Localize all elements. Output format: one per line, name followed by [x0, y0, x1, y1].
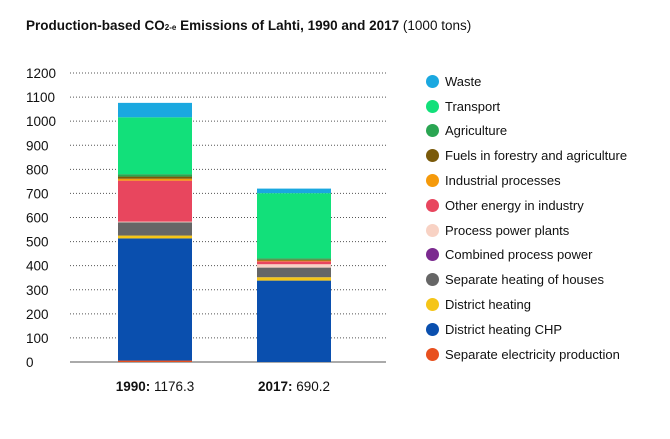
y-tick-label: 1200: [26, 66, 56, 81]
legend-label: Agriculture: [445, 123, 508, 139]
bar-segment-1990-separate-heating-of-houses: [118, 222, 192, 236]
bar-segment-1990-district-heating-chp: [118, 238, 192, 361]
bar-segment-2017-district-heating: [257, 277, 331, 281]
chart-legend: Waste Transport Agriculture Fuels in forest…: [426, 69, 666, 367]
bar-segment-2017-industrial-processes: [257, 260, 331, 262]
chart-title-subscript: 2-e: [164, 23, 177, 32]
legend-label: Transport: [445, 98, 501, 114]
legend-swatch: [426, 223, 439, 237]
legend-item: Agriculture: [426, 119, 666, 144]
chart-title: Production-based CO2-e Emissions of Laht…: [26, 18, 471, 33]
legend-label: Waste: [445, 73, 482, 89]
legend-item: Separate heating of houses: [426, 267, 666, 292]
category-separator: :: [145, 379, 154, 394]
y-tick-label: 100: [26, 331, 49, 346]
category-label-2017: 2017: 690.2: [258, 379, 330, 394]
legend-label: Separate electricity production: [445, 346, 620, 362]
bar-segment-1990-industrial-processes: [118, 178, 192, 181]
bar-segment-1990-fuels-in-forestry-and-agriculture: [118, 176, 192, 179]
legend-item: Other energy in industry: [426, 193, 666, 218]
chart-title-main: Production-based CO2-e Emissions of Laht…: [26, 18, 400, 33]
bar-segment-2017-separate-heating-of-houses: [257, 267, 331, 278]
bar-segment-1990-transport: [118, 117, 192, 175]
bar-segment-1990-district-heating: [118, 235, 192, 239]
category-separator: :: [288, 379, 297, 394]
legend-item: District heating: [426, 292, 666, 317]
legend-swatch: [426, 322, 439, 336]
bar-segment-2017-waste: [257, 188, 331, 194]
bar-segment-2017-transport: [257, 193, 331, 259]
legend-swatch: [426, 149, 439, 163]
y-tick-label: 300: [26, 283, 49, 298]
legend-item: Transport: [426, 94, 666, 119]
legend-swatch: [426, 99, 439, 113]
legend-swatch: [426, 273, 439, 287]
legend-label: Separate heating of houses: [445, 272, 605, 288]
bar-segment-2017-process-power-plants: [257, 264, 331, 268]
y-tick-label: 800: [26, 162, 49, 177]
bar-segment-1990-other-energy-in-industry: [118, 180, 192, 222]
legend-item: Waste: [426, 69, 666, 94]
y-tick-label: 1000: [26, 114, 56, 129]
legend-label: Fuels in forestry and agriculture: [445, 148, 628, 164]
legend-swatch: [426, 347, 439, 361]
legend-swatch: [426, 74, 439, 88]
chart-title-unit: (1000 tons): [399, 18, 472, 33]
bar-segment-2017-agriculture: [257, 258, 331, 260]
y-tick-label: 700: [26, 186, 49, 201]
bar-segment-2017-other-energy-in-industry: [257, 261, 331, 265]
legend-label: District heating CHP: [445, 321, 563, 337]
legend-item: Industrial processes: [426, 168, 666, 193]
category-year: 2017: [257, 379, 288, 394]
category-year: 1990: [115, 379, 146, 394]
legend-item: Separate electricity production: [426, 342, 666, 367]
bar-segment-1990-separate-electricity-production: [118, 360, 192, 362]
category-label-1990: 1990: 1176.3: [116, 379, 195, 394]
legend-label: Other energy in industry: [445, 197, 584, 213]
legend-swatch: [426, 124, 439, 138]
y-tick-label: 1100: [26, 90, 55, 105]
legend-swatch: [426, 298, 439, 312]
legend-label: Process power plants: [445, 222, 570, 238]
category-total: 690.2: [296, 379, 331, 394]
bar-segment-1990-process-power-plants: [118, 221, 192, 223]
y-tick-label: 900: [26, 138, 49, 153]
legend-label: District heating: [445, 297, 531, 313]
legend-item: Fuels in forestry and agriculture: [426, 143, 666, 168]
y-tick-label: 400: [26, 259, 49, 274]
legend-item: Combined process power: [426, 243, 666, 268]
legend-swatch: [426, 248, 439, 262]
bar-segment-2017-fuels-in-forestry-and-agriculture: [257, 259, 331, 261]
legend-label: Combined process power: [445, 247, 593, 263]
legend-label: Industrial processes: [445, 173, 561, 189]
legend-item: Process power plants: [426, 218, 666, 243]
y-tick-label: 600: [26, 211, 49, 226]
category-total: 1176.3: [154, 379, 195, 394]
legend-swatch: [426, 174, 439, 188]
y-tick-label: 200: [26, 307, 49, 322]
bar-segment-2017-district-heating-chp: [257, 280, 331, 362]
bar-segment-1990-agriculture: [118, 174, 192, 177]
legend-item: District heating CHP: [426, 317, 666, 342]
y-tick-label: 0: [26, 355, 34, 370]
y-tick-label: 500: [26, 235, 49, 250]
bar-segment-1990-waste: [118, 102, 192, 118]
legend-swatch: [426, 198, 439, 212]
